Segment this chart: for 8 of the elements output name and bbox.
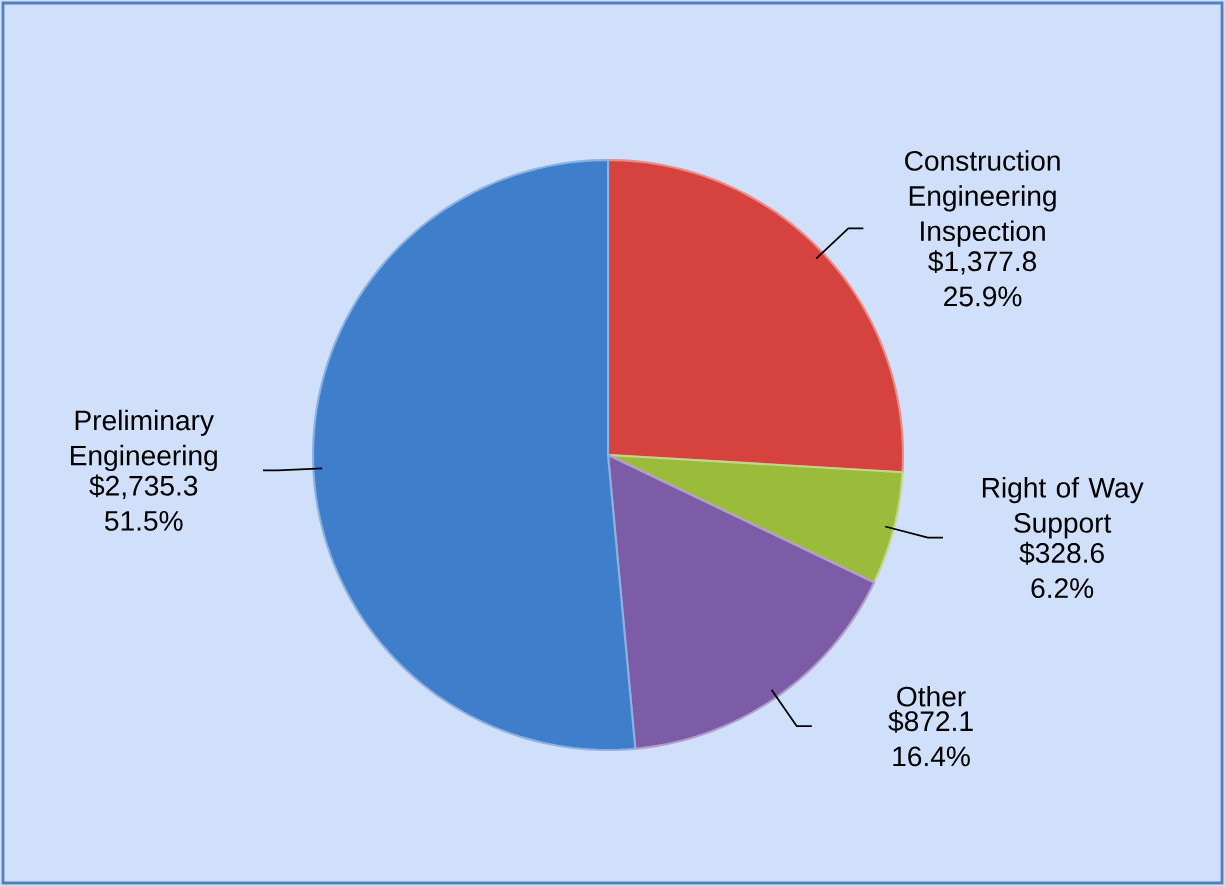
data-label: $1,377.8 25.9% [928, 250, 1037, 307]
slice-label: Construction Engineering Inspection [905, 150, 1060, 247]
slice-label: Other [897, 685, 966, 707]
data-label: $2,735.3 51.5% [89, 474, 198, 531]
slice-label: Right of Way Support [982, 477, 1144, 539]
slice-label: Preliminary Engineering [71, 409, 217, 472]
data-label: $328.6 6.2% [1019, 541, 1104, 599]
data-label: $872.1 16.4% [888, 710, 973, 767]
